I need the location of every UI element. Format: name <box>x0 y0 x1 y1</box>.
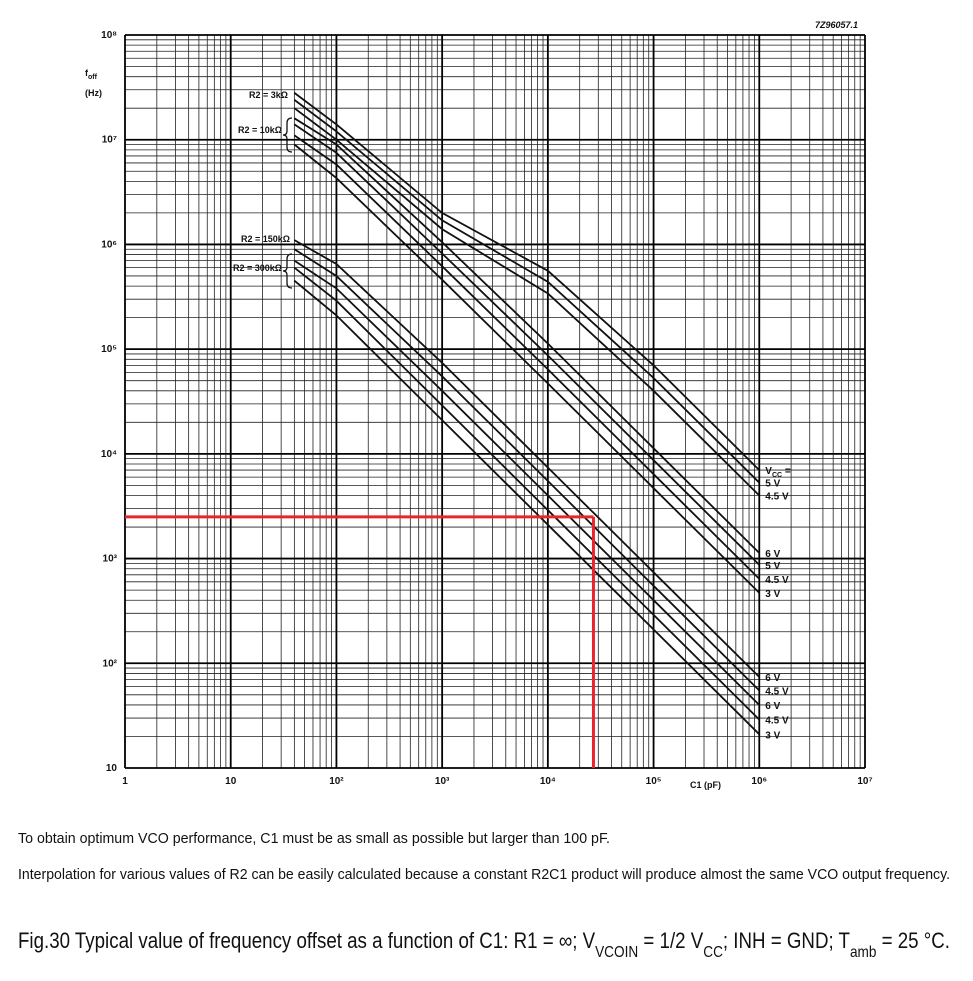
series-line <box>293 259 760 706</box>
series-line <box>293 248 760 692</box>
series-label: 6 V <box>765 673 780 684</box>
label-part: V <box>765 466 772 477</box>
note: Interpolation for various values of R2 c… <box>18 866 950 883</box>
y-label-sub: off <box>88 74 98 81</box>
series-label: 3 V <box>765 589 780 600</box>
series-label: 5 V <box>765 479 780 490</box>
y-tick-label: 10 <box>106 763 118 774</box>
brace <box>282 253 293 289</box>
caption-part: VCOIN <box>595 944 638 961</box>
caption-part: = 25 °C. <box>876 928 950 953</box>
figure-code: 7Z96057.1 <box>815 20 858 30</box>
series-label: 4.5 V <box>765 686 789 697</box>
x-axis-label: C1 (pF) <box>690 780 721 790</box>
series-label: 5 V <box>765 561 780 572</box>
y-axis-label: foff <box>85 68 98 81</box>
x-tick-label: 10⁶ <box>751 776 767 787</box>
x-tick-label: 1 <box>122 776 128 787</box>
x-tick-label: 10⁴ <box>540 776 556 787</box>
group-label: R2 = 150kΩ <box>241 234 290 244</box>
y-tick-label: 10⁵ <box>101 344 117 355</box>
series-line <box>293 239 760 678</box>
caption-part: amb <box>850 944 877 961</box>
y-label-main: f <box>85 68 89 78</box>
series-line <box>293 117 760 554</box>
x-tick-label: 10 <box>225 776 237 787</box>
y-tick-label: 10⁴ <box>101 449 117 460</box>
caption-part: CC <box>703 944 723 961</box>
caption: Fig.30 Typical value of frequency offset… <box>18 928 950 961</box>
series-line <box>293 92 760 471</box>
label-part: = <box>782 466 791 477</box>
caption-part: ; INH = GND; T <box>723 928 850 953</box>
y-axis-unit: (Hz) <box>85 88 102 98</box>
x-tick-label: 10⁵ <box>646 776 662 787</box>
x-tick-label: 10⁷ <box>857 776 872 787</box>
series-line <box>293 107 760 497</box>
series-label: 4.5 V <box>765 575 789 586</box>
series-line <box>293 99 760 484</box>
caption-part: = 1/2 V <box>638 928 703 953</box>
caption-part: Fig.30 Typical value of frequency offset… <box>18 928 595 953</box>
brace <box>282 117 293 153</box>
series-label: 4.5 V <box>765 716 789 727</box>
y-tick-label: 10² <box>103 658 118 669</box>
series-label: 3 V <box>765 730 780 741</box>
series-line <box>293 280 760 735</box>
y-tick-label: 10⁶ <box>101 239 117 250</box>
series-line <box>293 143 760 594</box>
x-tick-label: 10³ <box>435 776 450 787</box>
group-label: R2 = 300kΩ <box>233 263 282 273</box>
y-tick-label: 10⁸ <box>101 30 117 41</box>
series-label: 6 V <box>765 549 780 560</box>
y-tick-label: 10³ <box>103 554 118 565</box>
group-label: R2 = 10kΩ <box>238 125 282 135</box>
group-label: R2 = 3kΩ <box>249 90 288 100</box>
series-line <box>293 134 760 580</box>
note: To obtain optimum VCO performance, C1 mu… <box>18 830 610 847</box>
series-line <box>293 266 760 721</box>
y-tick-label: 10⁷ <box>102 135 117 146</box>
series-line <box>293 123 760 566</box>
x-tick-label: 10² <box>329 776 344 787</box>
series-label: 6 V <box>765 701 780 712</box>
label-part: CC <box>772 472 782 479</box>
series-label: 4.5 V <box>765 492 789 503</box>
series-label: VCC = <box>765 466 791 479</box>
